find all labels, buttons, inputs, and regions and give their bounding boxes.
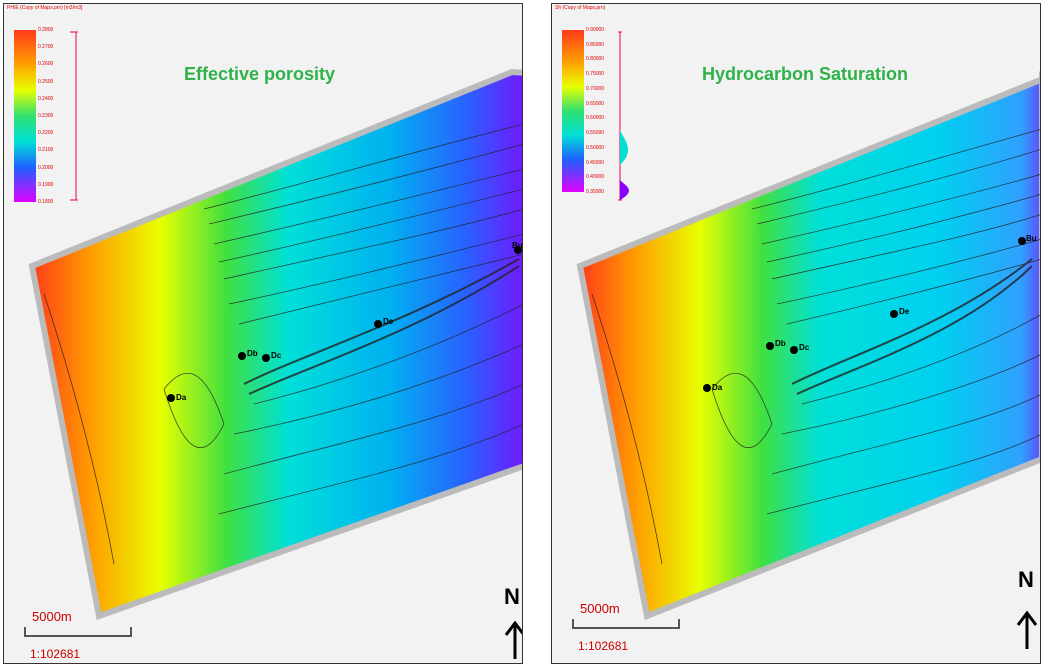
color-legend: [14, 30, 36, 202]
contour-lines: [43, 124, 522, 565]
legend-histogram: [70, 31, 78, 201]
svg-text:De: De: [899, 307, 910, 316]
legend-histogram: [618, 31, 629, 201]
map-title: Hydrocarbon Saturation: [702, 64, 909, 84]
north-label: N: [1018, 567, 1034, 592]
scale-ratio: 1:102681: [578, 639, 629, 653]
legend-ticks: 0.2800 0.2700 0.2600 0.2500 0.2400 0.230…: [38, 27, 54, 205]
scale-label: 5000m: [580, 601, 620, 616]
scale-label: 5000m: [32, 609, 72, 624]
contour-lines: [591, 129, 1040, 565]
map-panel-effective-porosity: Da Db Dc De Bu PHIE (Copy of Maps.prn) […: [3, 3, 523, 664]
porosity-map: Da Db Dc De Bu: [28, 68, 523, 620]
map-panel-hydrocarbon-saturation: Da Db Dc De Bu Sh (Copy of Maps.prn) 0.9…: [551, 3, 1041, 664]
svg-text:Db: Db: [775, 339, 786, 348]
wells: Da Db Dc De Bu: [167, 241, 523, 402]
svg-text:Da: Da: [176, 393, 187, 402]
scale-bar: [572, 619, 680, 629]
map-title: Effective porosity: [184, 64, 336, 84]
svg-text:Da: Da: [712, 383, 723, 392]
svg-text:Dc: Dc: [799, 343, 810, 352]
map-surface: [28, 68, 522, 620]
scale-bar: [24, 627, 132, 637]
svg-text:Db: Db: [247, 349, 258, 358]
map-surface: [576, 71, 1040, 621]
svg-text:Dc: Dc: [271, 351, 282, 360]
legend-ticks: 0.90000 0.85000 0.80000 0.75000 0.70000 …: [586, 27, 605, 195]
color-legend: [562, 30, 584, 192]
saturation-map: Da Db Dc De Bu: [576, 71, 1040, 621]
legend-title: Sh (Copy of Maps.prn): [555, 5, 606, 11]
svg-text:Bu: Bu: [512, 241, 523, 250]
legend-title: PHIE (Copy of Maps.prn) [m3/m3]: [7, 5, 83, 11]
svg-text:De: De: [383, 317, 394, 326]
svg-text:Bu: Bu: [1026, 234, 1037, 243]
wells: Da Db Dc De Bu: [703, 234, 1037, 392]
north-label: N: [504, 584, 520, 609]
scale-ratio: 1:102681: [30, 647, 81, 661]
north-arrow-icon: [504, 621, 522, 659]
north-arrow-icon: [1016, 611, 1038, 649]
